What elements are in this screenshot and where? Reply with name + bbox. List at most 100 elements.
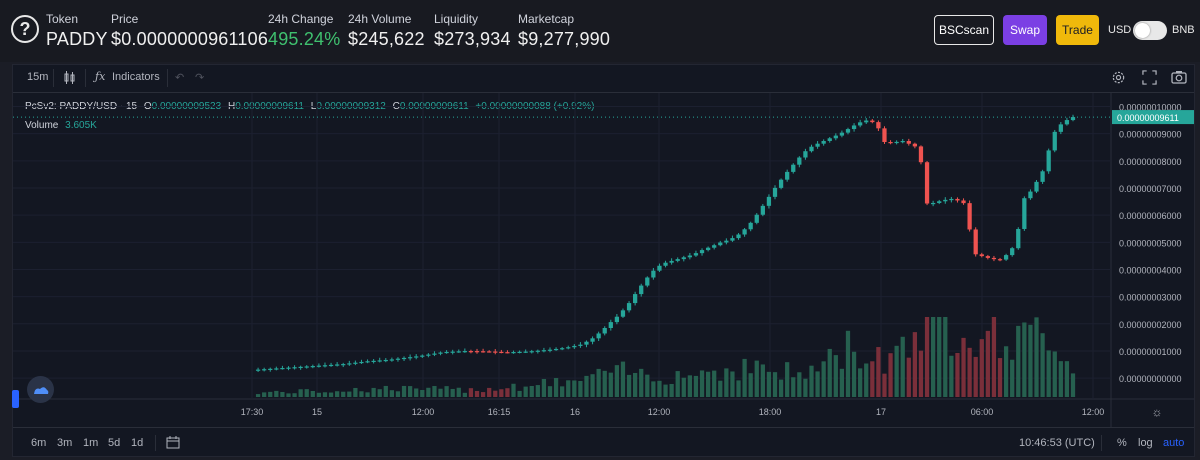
currency-toggle[interactable] [1133, 21, 1167, 40]
volume-bar [979, 339, 984, 397]
volume-bar [328, 392, 334, 397]
volume-bar [310, 390, 315, 397]
range-6m[interactable]: 6m [31, 437, 47, 449]
candle-body [456, 351, 461, 353]
candle-body [851, 125, 857, 130]
volume-bar [322, 392, 328, 397]
candle-body [566, 347, 571, 349]
candle-body [602, 328, 607, 334]
volume-bar [772, 372, 778, 397]
log-toggle[interactable]: log [1138, 437, 1153, 449]
percent-toggle[interactable]: % [1117, 437, 1127, 449]
candle-body [468, 351, 474, 353]
undo-icon[interactable]: ↶ [175, 72, 185, 84]
candle-body [657, 265, 662, 271]
candle-body [335, 364, 340, 366]
volume-bar [766, 371, 772, 397]
volume-bar [1070, 373, 1076, 397]
candle-body [772, 187, 778, 197]
candle-body [407, 357, 413, 359]
fullscreen-icon[interactable] [1142, 70, 1157, 88]
volume-bar [535, 385, 540, 397]
indicators-button[interactable]: Indicators [112, 71, 160, 83]
candle-body [639, 285, 644, 295]
token-header: ? Token PADDY Price $0.0000000961106 24h… [0, 0, 1200, 62]
settings-icon[interactable] [1111, 70, 1126, 88]
candle-type-icon[interactable] [63, 71, 77, 88]
candle-body [292, 367, 297, 369]
toolbar-divider [167, 69, 168, 87]
swap-button[interactable]: Swap [1003, 15, 1047, 45]
range-1d[interactable]: 1d [131, 437, 144, 449]
range-5d[interactable]: 5d [108, 437, 121, 449]
interval-button[interactable]: 15m [27, 71, 49, 83]
side-panel-handle[interactable] [12, 390, 19, 408]
volume-bar [748, 373, 753, 397]
volume-bar [499, 389, 504, 397]
candle-body [608, 322, 613, 329]
volume-bar [560, 386, 565, 397]
utc-clock[interactable]: 10:46:53 (UTC) [1019, 437, 1095, 449]
auto-toggle[interactable]: auto [1163, 437, 1185, 449]
chart-widget: 15m ƒx Indicators ↶ ↷ PcSv2: PADDY/USD ·… [12, 64, 1195, 457]
candle-body [1064, 120, 1070, 125]
candle-body [493, 351, 498, 353]
volume-bar [602, 370, 607, 397]
time-axis[interactable]: 17:30 15 12:00 16:15 16 12:00 18:00 17 06:00 12:0… [241, 405, 1163, 419]
tradingview-logo-icon[interactable] [27, 376, 54, 403]
volume-bar [316, 392, 322, 397]
volume-bars [255, 317, 1076, 397]
volume-bar [991, 317, 997, 397]
volume-bar [505, 388, 510, 397]
liquidity-stat: Liquidity $273,934 [434, 12, 511, 50]
volume-bar [657, 380, 662, 397]
redo-icon[interactable]: ↷ [195, 72, 205, 84]
price-tick-label: 0.00000007000 [1119, 184, 1182, 194]
marketcap-label: Marketcap [518, 12, 575, 26]
volume-bar [456, 387, 461, 397]
volume-bar [924, 317, 930, 397]
indicators-icon[interactable]: ƒx [95, 70, 106, 83]
candle-body [1003, 255, 1009, 260]
toggle-knob [1135, 23, 1150, 38]
candle-body [724, 240, 729, 243]
price-chart[interactable]: 0.00000010000 0.00000009000 0.00000008000 0… [13, 93, 1194, 427]
volume-bar [614, 365, 620, 397]
volume-bar [724, 368, 729, 397]
volume-bar [353, 387, 358, 397]
candle-body [961, 200, 966, 204]
volume-bar [1034, 317, 1039, 397]
volume-bar [438, 388, 443, 397]
candle-body [286, 367, 291, 369]
range-3m[interactable]: 3m [57, 437, 73, 449]
date-range-icon[interactable] [166, 436, 180, 452]
candle-body [420, 355, 425, 357]
candle-body [584, 341, 589, 345]
candle-body [438, 352, 443, 354]
candle-body [1040, 171, 1045, 182]
candle-body [347, 363, 352, 365]
volume-bar [298, 389, 303, 397]
candle-body [967, 203, 972, 230]
volume-bar [870, 361, 875, 397]
volume-bar [620, 361, 626, 397]
bscscan-button[interactable]: BSCscan [934, 15, 994, 45]
price-axis[interactable]: 0.00000010000 0.00000009000 0.00000008000 0… [1112, 103, 1194, 385]
trade-button[interactable]: Trade [1056, 15, 1099, 45]
candle-body [322, 365, 328, 367]
range-1m[interactable]: 1m [83, 437, 99, 449]
volume-bar [645, 374, 650, 397]
volume-bar [967, 347, 972, 397]
volume-bar [1064, 361, 1070, 397]
candle-body [906, 141, 911, 144]
volume-bar [681, 377, 686, 397]
candle-body [280, 368, 285, 370]
volume-bar [280, 391, 285, 397]
volume-bar [292, 393, 297, 397]
candle-body [845, 129, 851, 133]
candle-body [474, 351, 480, 353]
camera-icon[interactable] [1171, 70, 1187, 88]
volume-bar [547, 386, 553, 397]
candle-body [389, 359, 395, 361]
candle-body [833, 135, 838, 139]
